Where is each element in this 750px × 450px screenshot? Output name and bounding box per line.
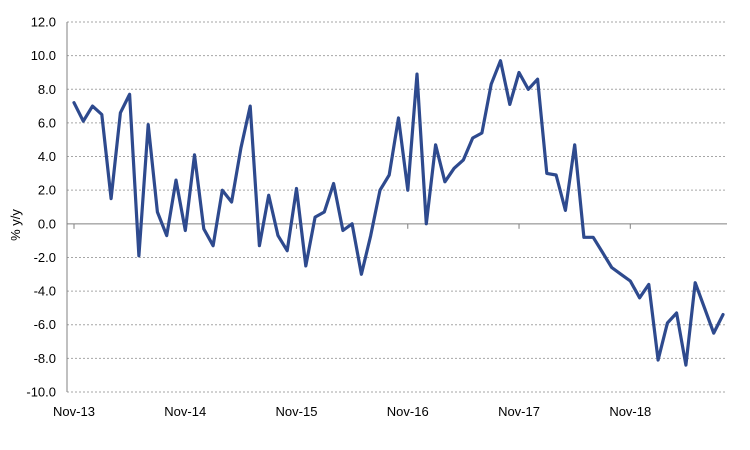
- data-point: [425, 223, 427, 225]
- data-point: [193, 154, 195, 156]
- y-tick-label: 12.0: [31, 15, 56, 30]
- data-point: [156, 211, 158, 213]
- y-tick-label: -10.0: [26, 385, 56, 400]
- gridlines: [67, 21, 727, 393]
- data-point: [314, 216, 316, 218]
- data-point: [675, 312, 677, 314]
- y-tick-label: 10.0: [31, 48, 56, 63]
- data-point: [592, 236, 594, 238]
- y-tick-label: 8.0: [38, 82, 56, 97]
- data-point: [240, 147, 242, 149]
- data-point: [101, 113, 103, 115]
- data-point: [648, 283, 650, 285]
- data-point: [564, 209, 566, 211]
- series-layer: [72, 59, 725, 367]
- y-tick-labels: 12.0 10.0 8.0 6.0 4.0 2.0 0.0 -2.0 -4.0 -6.0 -8.0 -…: [26, 15, 56, 400]
- data-point: [666, 322, 668, 324]
- data-point: [694, 282, 696, 284]
- data-point: [620, 273, 622, 275]
- x-tick-label: Nov-15: [276, 404, 318, 419]
- data-point: [472, 137, 474, 139]
- x-tick-marks: [73, 223, 631, 229]
- data-point: [574, 144, 576, 146]
- y-tick-label: -2.0: [34, 250, 56, 265]
- data-point: [601, 251, 603, 253]
- data-point: [166, 234, 168, 236]
- x-tick-label: Nov-18: [609, 404, 651, 419]
- data-point: [230, 201, 232, 203]
- data-point: [685, 364, 687, 366]
- data-point: [629, 280, 631, 282]
- data-point: [147, 123, 149, 125]
- data-point: [555, 174, 557, 176]
- x-tick-label: Nov-13: [53, 404, 95, 419]
- data-point: [583, 236, 585, 238]
- data-point: [703, 307, 705, 309]
- data-point: [277, 234, 279, 236]
- data-point: [249, 105, 251, 107]
- data-point: [295, 187, 297, 189]
- data-point: [611, 266, 613, 268]
- data-point: [268, 194, 270, 196]
- axes: [66, 22, 727, 392]
- data-point: [434, 144, 436, 146]
- data-point: [407, 189, 409, 191]
- data-point: [332, 182, 334, 184]
- series-line: [72, 59, 725, 367]
- data-point: [509, 103, 511, 105]
- data-point: [490, 83, 492, 85]
- data-point: [499, 60, 501, 62]
- data-point: [342, 229, 344, 231]
- data-point: [397, 117, 399, 119]
- data-point: [351, 223, 353, 225]
- data-point: [110, 197, 112, 199]
- data-point: [184, 229, 186, 231]
- x-tick-label: Nov-17: [498, 404, 540, 419]
- y-tick-label: 6.0: [38, 115, 56, 130]
- y-tick-label: 0.0: [38, 216, 56, 231]
- data-point: [713, 332, 715, 334]
- data-point: [212, 245, 214, 247]
- y-tick-label: 2.0: [38, 183, 56, 198]
- data-point: [416, 73, 418, 75]
- y-tick-label: 4.0: [38, 149, 56, 164]
- data-point: [305, 265, 307, 267]
- data-point: [379, 189, 381, 191]
- data-point: [82, 120, 84, 122]
- data-point: [91, 105, 93, 107]
- y-axis-title: % y/y: [8, 209, 23, 241]
- x-tick-labels: Nov-13 Nov-14 Nov-15 Nov-16 Nov-17 Nov-18: [53, 404, 651, 419]
- data-point: [453, 167, 455, 169]
- y-tick-label: -4.0: [34, 284, 56, 299]
- data-point: [73, 102, 75, 104]
- data-point: [527, 88, 529, 90]
- data-point: [388, 174, 390, 176]
- data-point: [258, 245, 260, 247]
- data-point: [138, 255, 140, 257]
- data-point: [657, 359, 659, 361]
- data-point: [481, 132, 483, 134]
- data-point: [518, 71, 520, 73]
- data-point: [370, 234, 372, 236]
- data-point: [203, 228, 205, 230]
- data-point: [638, 297, 640, 299]
- data-point: [286, 250, 288, 252]
- data-point: [536, 78, 538, 80]
- data-point: [128, 93, 130, 95]
- data-point: [175, 179, 177, 181]
- y-tick-label: -8.0: [34, 351, 56, 366]
- data-point: [221, 189, 223, 191]
- data-point: [462, 159, 464, 161]
- data-point: [119, 112, 121, 114]
- y-tick-label: -6.0: [34, 317, 56, 332]
- data-point: [323, 211, 325, 213]
- x-tick-label: Nov-14: [164, 404, 206, 419]
- data-point: [444, 181, 446, 183]
- x-tick-label: Nov-16: [387, 404, 429, 419]
- data-point: [722, 313, 724, 315]
- data-point: [360, 273, 362, 275]
- data-point: [546, 172, 548, 174]
